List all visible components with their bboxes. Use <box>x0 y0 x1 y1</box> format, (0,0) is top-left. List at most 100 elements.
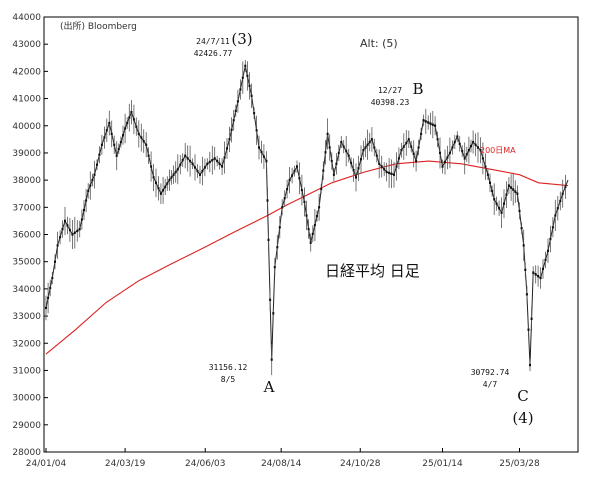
x-tick-label: 24/03/19 <box>105 459 146 469</box>
candle-body <box>340 140 343 144</box>
candle-body <box>395 165 398 168</box>
candle-body <box>266 199 269 202</box>
candle-body <box>491 189 494 193</box>
candle-body <box>89 184 92 187</box>
candle-body <box>286 188 289 191</box>
candle-body <box>434 124 437 127</box>
y-tick-label: 30000 <box>12 394 41 404</box>
candle-body <box>320 187 323 191</box>
candle-body <box>145 143 148 146</box>
candle-body <box>93 173 96 176</box>
candle-body <box>441 165 444 168</box>
candle-body <box>352 169 355 172</box>
wave-label: B <box>412 80 423 98</box>
candle-body <box>203 166 206 169</box>
candle-body <box>76 229 79 233</box>
candle-body <box>415 159 418 163</box>
annotation-text: 42426.77 <box>194 49 233 58</box>
candle-body <box>85 199 88 202</box>
x-tick-label: 24/10/28 <box>340 459 381 469</box>
candle-body <box>278 226 281 229</box>
candle-body <box>486 173 489 176</box>
alt-wave-label: Alt: (5) <box>360 37 398 50</box>
candle-body <box>103 136 106 139</box>
candle-body <box>427 121 430 124</box>
candle-body <box>453 140 456 144</box>
candle-body <box>291 174 294 177</box>
candle-body <box>276 246 279 249</box>
candle-body <box>561 192 564 195</box>
candle-body <box>520 227 523 230</box>
candle-body <box>402 145 405 148</box>
candle-body <box>226 147 228 150</box>
candle-body <box>113 143 116 146</box>
annotation-text: 31156.12 <box>209 363 248 372</box>
x-tick-label: 24/06/03 <box>185 459 225 469</box>
y-tick-label: 38000 <box>12 176 41 186</box>
annotation-text: 12/27 <box>378 86 402 95</box>
candle-body <box>481 157 484 160</box>
candle-body <box>300 188 303 192</box>
x-tick-label: 25/01/14 <box>422 459 463 469</box>
candle-body <box>298 177 301 180</box>
candle-body <box>532 271 535 274</box>
x-tick-label: 25/03/28 <box>499 459 540 469</box>
candle-body <box>293 169 296 173</box>
y-tick-label: 34000 <box>12 285 41 295</box>
candle-body <box>258 146 260 149</box>
candle-body <box>405 141 408 145</box>
candle-body <box>524 268 527 271</box>
candle-body <box>564 185 567 189</box>
candle-body <box>66 224 69 227</box>
candle-body <box>253 111 256 115</box>
candle-body <box>267 238 270 242</box>
candle-body <box>412 152 415 155</box>
candle-body <box>420 132 423 136</box>
source-label: (出所) Bloomberg <box>60 20 137 32</box>
candle-body <box>61 227 64 231</box>
candle-body <box>132 118 135 121</box>
candle-body <box>429 122 432 125</box>
candle-body <box>157 187 160 190</box>
ma-line <box>45 160 569 355</box>
candle-body <box>463 157 466 160</box>
candle-body <box>422 119 425 122</box>
candle-body <box>248 84 251 88</box>
y-tick-label: 42000 <box>12 67 41 77</box>
candle-body <box>221 165 224 168</box>
candle-body <box>385 170 388 174</box>
annotation-text: 24/7/11 <box>196 37 230 46</box>
candle-body <box>147 154 150 157</box>
candle-body <box>410 145 413 148</box>
candle-body <box>431 123 434 126</box>
candle-body <box>201 169 204 173</box>
candle-body <box>505 193 508 196</box>
y-tick-label: 40000 <box>12 122 41 132</box>
candle-body <box>108 121 111 125</box>
y-tick-label: 31000 <box>12 366 41 376</box>
candle-body <box>71 233 74 236</box>
candle-body <box>270 358 273 361</box>
candle-body <box>461 149 464 153</box>
candle-body <box>255 129 258 132</box>
candle-body <box>518 209 521 213</box>
candle-body <box>556 207 559 210</box>
candle-body <box>474 143 477 146</box>
y-tick-label: 28000 <box>12 448 41 458</box>
candle-body <box>342 145 345 148</box>
candle-body <box>96 163 98 166</box>
candle-body <box>322 169 325 172</box>
candle-body <box>470 144 472 148</box>
candle-body <box>64 219 66 223</box>
candle-body <box>262 155 265 158</box>
candle-body <box>124 127 127 130</box>
candle-body <box>128 116 131 119</box>
candle-body <box>49 286 52 290</box>
candle-body <box>179 163 182 166</box>
candle-body <box>152 176 155 179</box>
candle-body <box>424 120 427 123</box>
candle-body <box>176 168 179 171</box>
candle-body <box>246 74 249 78</box>
candle-body <box>360 158 362 161</box>
ma-label: 200日MA <box>480 146 516 155</box>
